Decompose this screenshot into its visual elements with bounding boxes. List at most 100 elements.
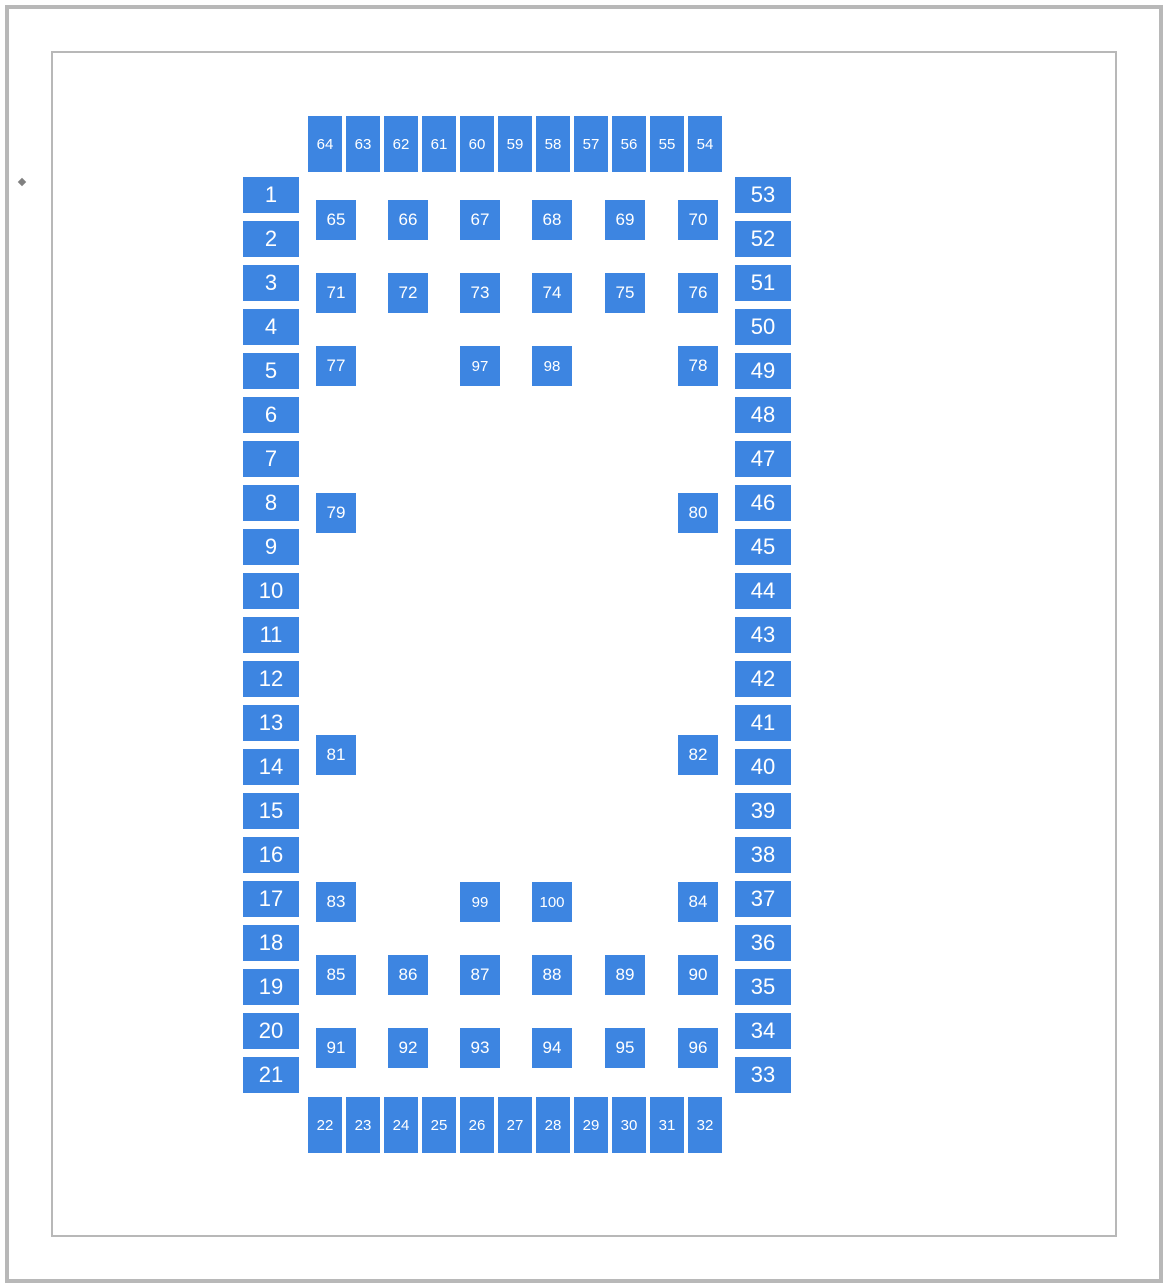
- pad-67: 67: [460, 200, 500, 240]
- pad-79: 79: [316, 493, 356, 533]
- pad-33: 33: [735, 1057, 791, 1093]
- pad-42: 42: [735, 661, 791, 697]
- pad-78: 78: [678, 346, 718, 386]
- pad-18: 18: [243, 925, 299, 961]
- footprint-canvas: 1234567891011121314151617181920215352515…: [0, 0, 1168, 1288]
- pad-3: 3: [243, 265, 299, 301]
- pad-29: 29: [574, 1097, 608, 1153]
- pad-21: 21: [243, 1057, 299, 1093]
- pad-75: 75: [605, 273, 645, 313]
- pad-9: 9: [243, 529, 299, 565]
- pad-24: 24: [384, 1097, 418, 1153]
- pad-32: 32: [688, 1097, 722, 1153]
- pad-71: 71: [316, 273, 356, 313]
- pad-28: 28: [536, 1097, 570, 1153]
- pad-92: 92: [388, 1028, 428, 1068]
- pad-87: 87: [460, 955, 500, 995]
- pad-66: 66: [388, 200, 428, 240]
- pad-23: 23: [346, 1097, 380, 1153]
- pad-65: 65: [316, 200, 356, 240]
- pad-10: 10: [243, 573, 299, 609]
- pad-82: 82: [678, 735, 718, 775]
- pad-38: 38: [735, 837, 791, 873]
- pad-73: 73: [460, 273, 500, 313]
- pad-41: 41: [735, 705, 791, 741]
- pad-51: 51: [735, 265, 791, 301]
- pad-6: 6: [243, 397, 299, 433]
- pad-19: 19: [243, 969, 299, 1005]
- pad-22: 22: [308, 1097, 342, 1153]
- pad-7: 7: [243, 441, 299, 477]
- pad-81: 81: [316, 735, 356, 775]
- pad-99: 99: [460, 882, 500, 922]
- pad-56: 56: [612, 116, 646, 172]
- pad-34: 34: [735, 1013, 791, 1049]
- pad-25: 25: [422, 1097, 456, 1153]
- pad-26: 26: [460, 1097, 494, 1153]
- pad-100: 100: [532, 882, 572, 922]
- pad-76: 76: [678, 273, 718, 313]
- pad-62: 62: [384, 116, 418, 172]
- pad-16: 16: [243, 837, 299, 873]
- pad-17: 17: [243, 881, 299, 917]
- pad-13: 13: [243, 705, 299, 741]
- pad-64: 64: [308, 116, 342, 172]
- pad-31: 31: [650, 1097, 684, 1153]
- pad-94: 94: [532, 1028, 572, 1068]
- pad-89: 89: [605, 955, 645, 995]
- pad-91: 91: [316, 1028, 356, 1068]
- pad-74: 74: [532, 273, 572, 313]
- pad-40: 40: [735, 749, 791, 785]
- pad-96: 96: [678, 1028, 718, 1068]
- pad-95: 95: [605, 1028, 645, 1068]
- pad-50: 50: [735, 309, 791, 345]
- pad-72: 72: [388, 273, 428, 313]
- pad-27: 27: [498, 1097, 532, 1153]
- pad-35: 35: [735, 969, 791, 1005]
- pad-70: 70: [678, 200, 718, 240]
- pad-55: 55: [650, 116, 684, 172]
- pad-12: 12: [243, 661, 299, 697]
- pad-57: 57: [574, 116, 608, 172]
- pad-84: 84: [678, 882, 718, 922]
- pad-20: 20: [243, 1013, 299, 1049]
- pad-5: 5: [243, 353, 299, 389]
- pad-52: 52: [735, 221, 791, 257]
- pad-61: 61: [422, 116, 456, 172]
- pad-30: 30: [612, 1097, 646, 1153]
- pad-54: 54: [688, 116, 722, 172]
- pad-14: 14: [243, 749, 299, 785]
- pad-48: 48: [735, 397, 791, 433]
- pad-85: 85: [316, 955, 356, 995]
- pad-97: 97: [460, 346, 500, 386]
- pad-43: 43: [735, 617, 791, 653]
- pad-69: 69: [605, 200, 645, 240]
- outline-inner: [51, 51, 1117, 1237]
- pad-47: 47: [735, 441, 791, 477]
- pad-37: 37: [735, 881, 791, 917]
- pad-93: 93: [460, 1028, 500, 1068]
- pad-59: 59: [498, 116, 532, 172]
- pad-86: 86: [388, 955, 428, 995]
- pad-11: 11: [243, 617, 299, 653]
- pad-98: 98: [532, 346, 572, 386]
- pad-2: 2: [243, 221, 299, 257]
- pad-68: 68: [532, 200, 572, 240]
- pad-53: 53: [735, 177, 791, 213]
- pad-60: 60: [460, 116, 494, 172]
- pad-49: 49: [735, 353, 791, 389]
- pad-45: 45: [735, 529, 791, 565]
- pad-39: 39: [735, 793, 791, 829]
- pad-1: 1: [243, 177, 299, 213]
- pad-8: 8: [243, 485, 299, 521]
- pad-77: 77: [316, 346, 356, 386]
- pad-46: 46: [735, 485, 791, 521]
- pad-58: 58: [536, 116, 570, 172]
- pad-83: 83: [316, 882, 356, 922]
- pad-88: 88: [532, 955, 572, 995]
- pad-90: 90: [678, 955, 718, 995]
- pad-15: 15: [243, 793, 299, 829]
- pad-44: 44: [735, 573, 791, 609]
- pad-63: 63: [346, 116, 380, 172]
- pad-80: 80: [678, 493, 718, 533]
